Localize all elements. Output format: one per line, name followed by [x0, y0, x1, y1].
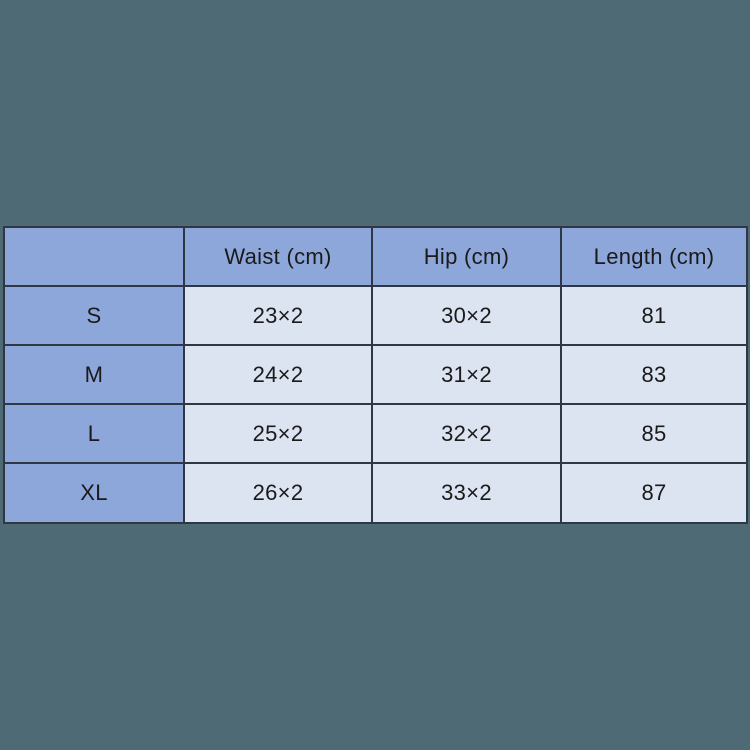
- cell-waist-value: 24×2: [183, 344, 373, 405]
- cell-waist-value: 25×2: [183, 403, 373, 464]
- cell-length-value: 87: [560, 462, 748, 524]
- row-label-size: S: [3, 285, 185, 346]
- row-label-size: XL: [3, 462, 185, 524]
- cell-hip-value: 31×2: [371, 344, 562, 405]
- header-cell-blank: [3, 226, 185, 287]
- table-row-xl: XL 26×2 33×2 87: [3, 462, 748, 524]
- cell-length-value: 81: [560, 285, 748, 346]
- header-cell-hip: Hip (cm): [371, 226, 562, 287]
- cell-hip-value: 32×2: [371, 403, 562, 464]
- table-row-m: M 24×2 31×2 83: [3, 344, 748, 405]
- cell-length-value: 83: [560, 344, 748, 405]
- cell-hip-value: 30×2: [371, 285, 562, 346]
- size-chart-table: Waist (cm) Hip (cm) Length (cm) S 23×2 3…: [3, 226, 748, 524]
- table-row-l: L 25×2 32×2 85: [3, 403, 748, 464]
- cell-length-value: 85: [560, 403, 748, 464]
- row-label-size: M: [3, 344, 185, 405]
- header-cell-length: Length (cm): [560, 226, 748, 287]
- table-header-row: Waist (cm) Hip (cm) Length (cm): [3, 226, 748, 287]
- table-row-s: S 23×2 30×2 81: [3, 285, 748, 346]
- cell-waist-value: 23×2: [183, 285, 373, 346]
- header-cell-waist: Waist (cm): [183, 226, 373, 287]
- cell-waist-value: 26×2: [183, 462, 373, 524]
- cell-hip-value: 33×2: [371, 462, 562, 524]
- row-label-size: L: [3, 403, 185, 464]
